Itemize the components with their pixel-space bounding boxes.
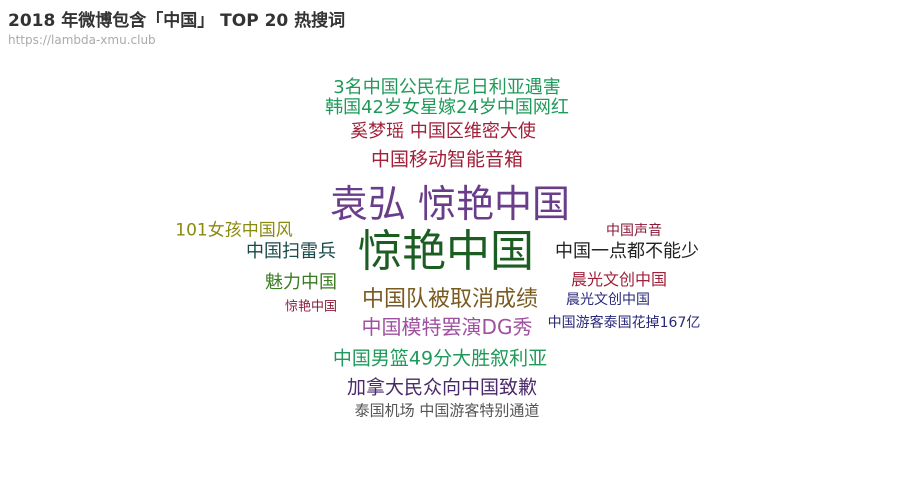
chart-title: 2018 年微博包含「中国」 TOP 20 热搜词 xyxy=(8,11,346,31)
word-6: 101女孩中国风 xyxy=(175,220,293,241)
word-4: 中国移动智能音箱 xyxy=(370,148,524,171)
word-17: 中国游客泰国花掉167亿 xyxy=(547,315,701,331)
word-18: 中国男篮49分大胜叙利亚 xyxy=(332,347,548,370)
word-1: 3名中国公民在尼日利亚遇害 xyxy=(333,77,561,98)
word-13: 中国队被取消成绩 xyxy=(361,287,539,312)
word-9: 中国扫雷兵 xyxy=(246,241,336,262)
word-19: 加拿大民众向中国致歉 xyxy=(346,376,538,399)
chart-subtitle: https://lambda-xmu.club xyxy=(8,33,156,47)
word-16: 中国模特罢演DG秀 xyxy=(361,315,533,339)
word-2: 韩国42岁女星嫁24岁中国网红 xyxy=(325,97,569,118)
word-12: 魅力中国 xyxy=(265,272,337,293)
word-14: 惊艳中国 xyxy=(284,299,338,315)
word-15: 晨光文创中国 xyxy=(566,292,650,308)
word-10: 中国一点都不能少 xyxy=(555,241,699,262)
word-11: 晨光文创中国 xyxy=(570,270,668,289)
word-20: 泰国机场 中国游客特别通道 xyxy=(354,401,540,420)
word-7: 中国声音 xyxy=(606,223,662,239)
word-8: 惊艳中国 xyxy=(358,226,534,277)
word-5: 袁弘 惊艳中国 xyxy=(329,182,571,226)
word-3: 奚梦瑶 中国区维密大使 xyxy=(350,121,536,142)
